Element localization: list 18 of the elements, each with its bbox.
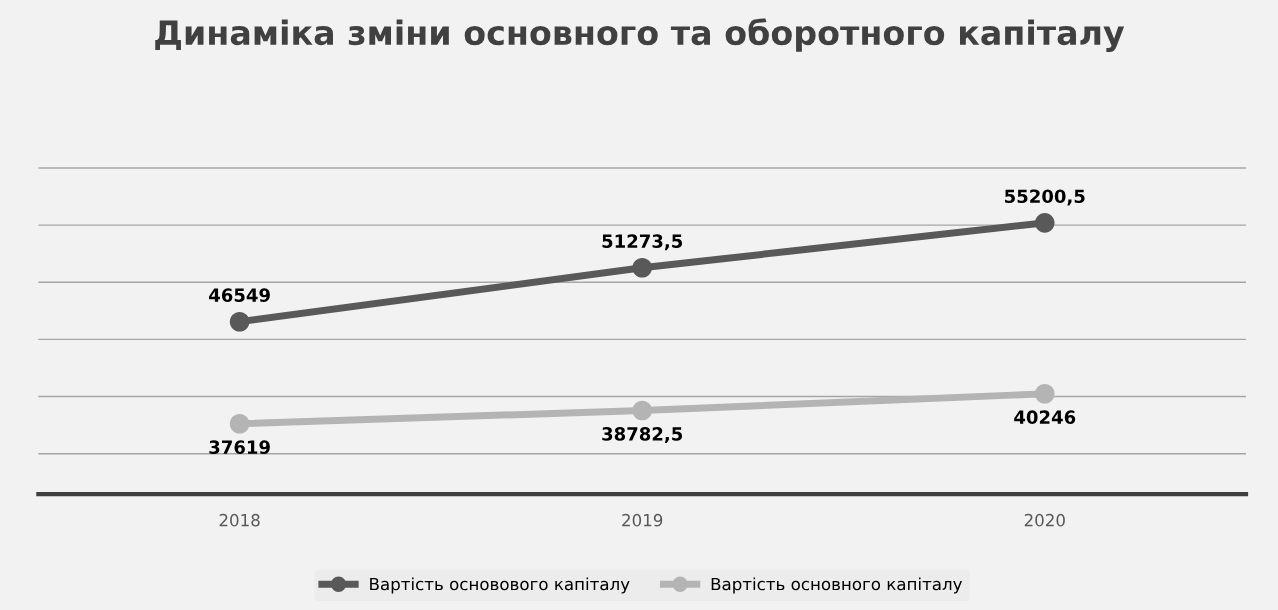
x-tick-label: 2019: [622, 513, 663, 527]
data-label: 51273,5: [602, 234, 683, 251]
data-label: 46549: [209, 288, 270, 302]
legend-label: Вартість основового капіталу: [370, 577, 630, 594]
data-label: 38782,5: [602, 427, 683, 444]
point: [1034, 383, 1055, 404]
x-tick-label: 2018: [219, 513, 260, 527]
data-label: 40246: [1014, 410, 1076, 424]
point: [632, 400, 653, 421]
data-label: 37619: [209, 440, 270, 455]
legend-label: Вартість основного капіталу: [711, 577, 963, 594]
point: [632, 257, 653, 278]
x-tick-label: 2020: [1024, 513, 1065, 527]
point: [229, 311, 250, 332]
point: [1034, 213, 1055, 233]
chart-title: Динаміка зміни основного та оборотного капіталу: [155, 18, 1125, 52]
point: [229, 413, 250, 434]
data-label: 55200,5: [1005, 189, 1085, 206]
